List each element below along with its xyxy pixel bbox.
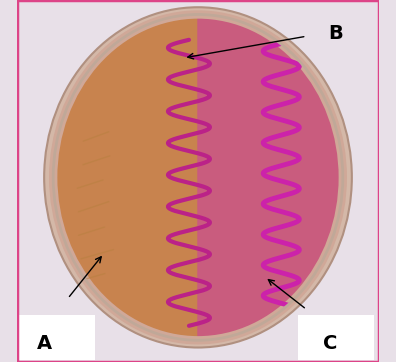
FancyBboxPatch shape xyxy=(19,315,95,360)
Ellipse shape xyxy=(44,7,352,348)
Polygon shape xyxy=(198,14,343,340)
Polygon shape xyxy=(198,14,343,340)
Text: B: B xyxy=(328,25,343,43)
Text: A: A xyxy=(37,334,52,353)
Text: C: C xyxy=(323,334,337,353)
FancyBboxPatch shape xyxy=(297,315,373,360)
Polygon shape xyxy=(53,14,198,340)
